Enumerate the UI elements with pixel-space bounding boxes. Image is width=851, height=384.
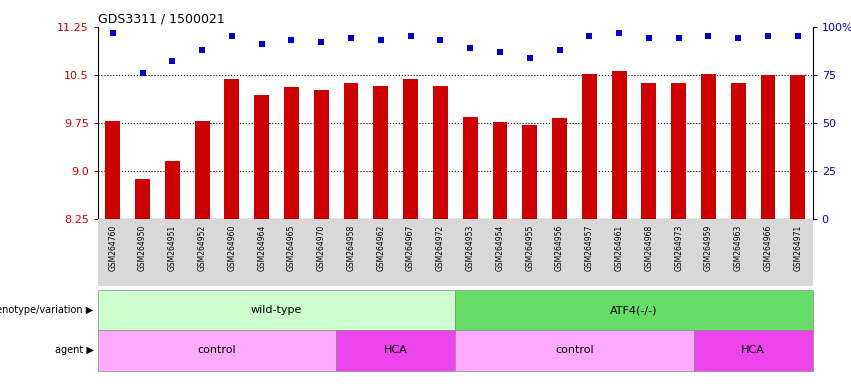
Text: control: control [555, 345, 594, 356]
Point [672, 35, 686, 41]
Bar [135, 179, 150, 219]
Text: GSM264955: GSM264955 [525, 224, 534, 271]
Bar [582, 74, 597, 219]
Bar [463, 117, 477, 219]
Text: GSM264952: GSM264952 [197, 224, 207, 270]
Text: HCA: HCA [741, 345, 765, 356]
Point [255, 41, 269, 47]
Bar [671, 83, 686, 219]
Bar [165, 161, 180, 219]
Text: GSM264956: GSM264956 [555, 224, 564, 271]
Point [284, 37, 298, 43]
Text: GSM264965: GSM264965 [287, 224, 296, 271]
Bar [284, 87, 299, 219]
Bar [106, 121, 120, 219]
Point [582, 33, 596, 40]
Point [463, 45, 477, 51]
Point [196, 47, 209, 53]
Point [731, 35, 745, 41]
Bar [314, 89, 328, 219]
Text: GSM264967: GSM264967 [406, 224, 415, 271]
Text: GSM264951: GSM264951 [168, 224, 177, 270]
Text: GSM264972: GSM264972 [436, 224, 445, 270]
Point [315, 39, 328, 45]
Bar [552, 118, 567, 219]
Text: GSM264959: GSM264959 [704, 224, 713, 271]
Text: GSM264960: GSM264960 [227, 224, 237, 271]
Text: GSM264954: GSM264954 [495, 224, 505, 271]
Bar [433, 86, 448, 219]
Point [791, 33, 805, 40]
Text: GSM264971: GSM264971 [793, 224, 802, 270]
Point [493, 49, 506, 55]
Text: GSM264962: GSM264962 [376, 224, 386, 270]
Text: ATF4(-/-): ATF4(-/-) [610, 305, 658, 315]
Text: GSM264968: GSM264968 [644, 224, 654, 270]
Bar [254, 95, 269, 219]
Bar [225, 79, 239, 219]
Point [225, 33, 238, 40]
Point [403, 33, 417, 40]
Bar [731, 83, 745, 219]
Bar [523, 125, 537, 219]
Bar [612, 71, 626, 219]
Text: genotype/variation ▶: genotype/variation ▶ [0, 305, 94, 315]
Text: HCA: HCA [384, 345, 408, 356]
Bar [761, 75, 775, 219]
Bar [195, 121, 209, 219]
Text: control: control [197, 345, 237, 356]
Point [761, 33, 774, 40]
Point [553, 47, 567, 53]
Text: GSM264961: GSM264961 [614, 224, 624, 270]
Text: agent ▶: agent ▶ [54, 345, 94, 356]
Bar [374, 86, 388, 219]
Point [523, 55, 536, 61]
Point [701, 33, 715, 40]
Bar [701, 74, 716, 219]
Bar [642, 83, 656, 219]
Text: GSM264966: GSM264966 [763, 224, 773, 271]
Text: GSM264953: GSM264953 [465, 224, 475, 271]
Point [374, 37, 387, 43]
Text: GDS3311 / 1500021: GDS3311 / 1500021 [98, 13, 225, 26]
Text: GSM264957: GSM264957 [585, 224, 594, 271]
Text: GSM264950: GSM264950 [138, 224, 147, 271]
Point [642, 35, 655, 41]
Text: GSM264760: GSM264760 [108, 224, 117, 271]
Text: wild-type: wild-type [251, 305, 302, 315]
Bar [344, 83, 358, 219]
Bar [403, 79, 418, 219]
Text: GSM264964: GSM264964 [257, 224, 266, 271]
Text: GSM264958: GSM264958 [346, 224, 356, 270]
Point [136, 70, 150, 76]
Bar [493, 122, 507, 219]
Text: GSM264973: GSM264973 [674, 224, 683, 271]
Point [433, 37, 448, 43]
Point [612, 30, 625, 36]
Text: GSM264970: GSM264970 [317, 224, 326, 271]
Point [165, 58, 179, 65]
Text: GSM264963: GSM264963 [734, 224, 743, 271]
Bar [791, 75, 805, 219]
Point [344, 35, 357, 41]
Point [106, 30, 119, 36]
